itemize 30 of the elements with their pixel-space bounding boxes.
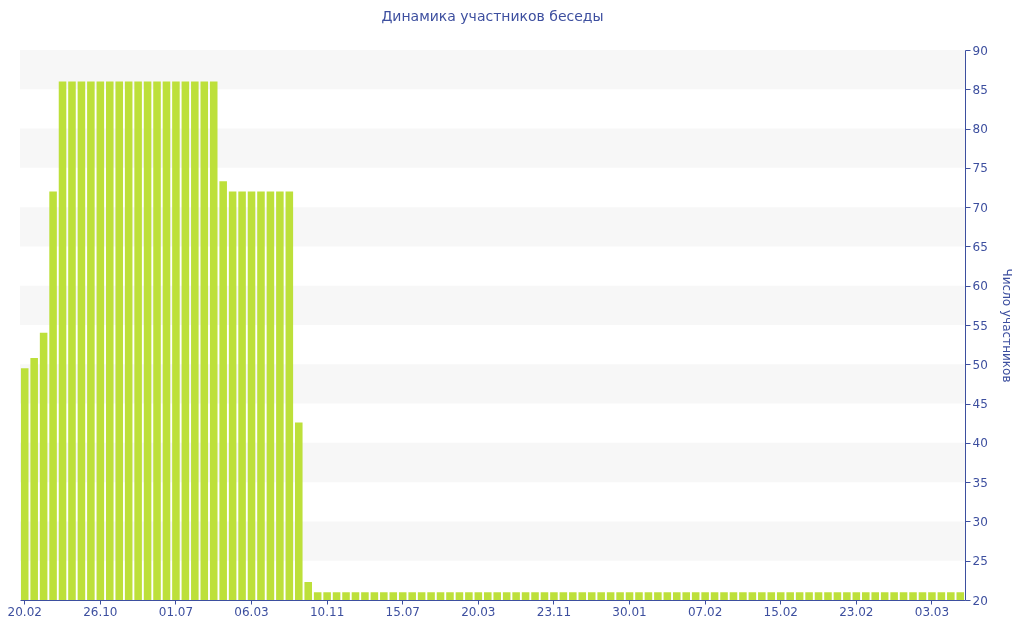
- y-tick-label: 35: [972, 475, 988, 490]
- x-tick-label: 15.02: [763, 604, 798, 619]
- x-tick-label: 20.02: [7, 604, 42, 619]
- y-tick-label: 70: [972, 200, 988, 215]
- x-tick-label: 03.03: [914, 604, 950, 619]
- y-axis-title: Число участников: [999, 268, 1014, 383]
- x-tick-label: 26.10: [83, 604, 118, 619]
- x-tick-label: 06.03: [234, 604, 269, 619]
- y-tick-label: 25: [972, 554, 988, 569]
- x-tick-label: 20.03: [461, 604, 496, 619]
- chart-title: Динамика участников беседы: [381, 8, 604, 24]
- y-tick-label: 20: [972, 593, 988, 608]
- y-tick-label: 30: [972, 514, 988, 529]
- y-tick-label: 80: [972, 122, 988, 137]
- x-tick-label: 30.01: [612, 604, 647, 619]
- x-tick-label: 01.07: [158, 604, 194, 619]
- x-tick-label: 10.11: [309, 604, 345, 619]
- x-tick-label: 23.11: [536, 604, 572, 619]
- y-tick-label: 65: [972, 239, 988, 254]
- y-tick-label: 45: [972, 397, 988, 412]
- y-tick-label: 55: [972, 318, 988, 333]
- y-tick-label: 60: [972, 279, 988, 294]
- x-tick-label: 07.02: [687, 604, 723, 619]
- y-tick-label: 75: [972, 161, 988, 176]
- y-tick-label: 40: [972, 436, 988, 451]
- x-tick-label: 15.07: [385, 604, 420, 619]
- x-tick-label: 23.02: [839, 604, 874, 619]
- y-tick-label: 90: [972, 43, 988, 58]
- y-tick-label: 50: [972, 357, 988, 372]
- y-tick-label: 85: [972, 82, 988, 97]
